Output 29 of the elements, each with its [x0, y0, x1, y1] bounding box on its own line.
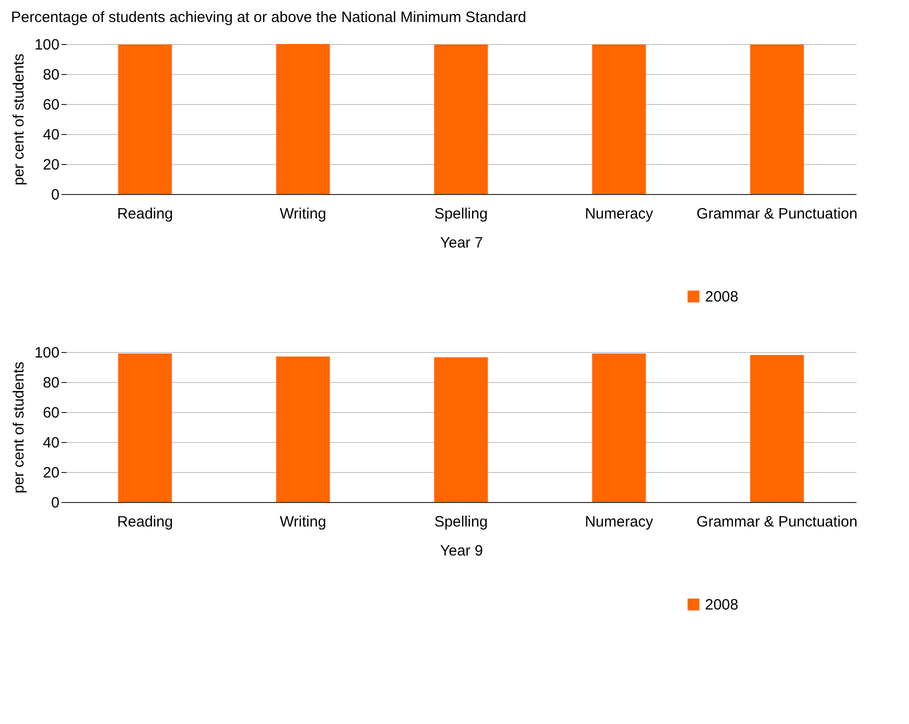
y-tick-label: 80 [42, 66, 60, 84]
y-tick-label: 40 [42, 434, 60, 452]
x-tick-label: Writing [280, 514, 326, 530]
x-axis-title: Year 9 [440, 542, 483, 560]
x-tick-label: Spelling [434, 514, 488, 530]
y-tick-label: 60 [42, 404, 60, 422]
y-tick-label: 60 [42, 96, 60, 114]
x-tick-label: Grammar & Punctuation [696, 206, 858, 222]
x-axis-title: Year 7 [440, 234, 483, 252]
y-tick-label: 40 [42, 126, 60, 144]
legend-label: 2008 [705, 596, 738, 614]
y-tick-label: 100 [34, 344, 60, 362]
y-axis-title: per cent of students [10, 54, 28, 186]
x-tick-label: Grammar & Punctuation [696, 514, 858, 530]
y-tick-label: 80 [42, 374, 60, 392]
y-tick-label: 0 [51, 494, 60, 512]
x-tick-label: Writing [280, 206, 326, 222]
y-tick-label: 20 [42, 464, 60, 482]
x-tick-label: Numeracy [584, 514, 654, 530]
y-tick-label: 100 [34, 36, 60, 54]
chart-title: Percentage of students achieving at or above the National Minimum Standard [10, 9, 526, 26]
y-tick-label: 0 [51, 186, 60, 204]
y-tick-label: 20 [42, 156, 60, 174]
x-tick-label: Spelling [434, 206, 488, 222]
legend-label: 2008 [705, 288, 738, 306]
x-tick-label: Reading [117, 514, 173, 530]
x-tick-label: Numeracy [584, 206, 654, 222]
y-axis-title: per cent of students [10, 362, 28, 494]
x-tick-label: Reading [117, 206, 173, 222]
